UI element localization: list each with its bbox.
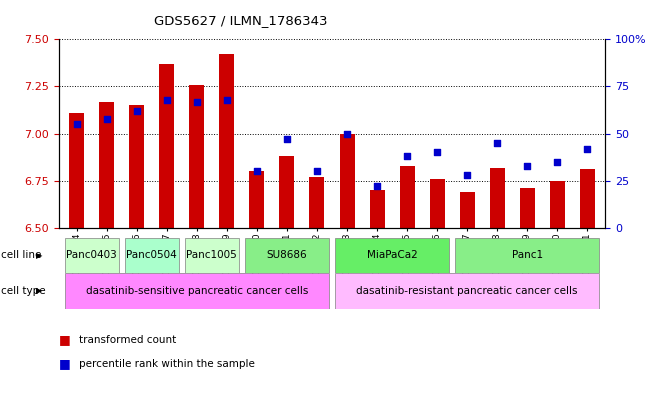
Point [402, 153, 412, 160]
Bar [460, 192, 475, 228]
Bar [64, 238, 118, 273]
Point [102, 116, 112, 122]
Bar [189, 84, 204, 228]
Point [342, 130, 352, 137]
Point [191, 98, 202, 105]
Bar [99, 101, 114, 228]
Bar [335, 273, 600, 309]
Text: ▶: ▶ [36, 286, 42, 295]
Bar [245, 238, 329, 273]
Point [582, 145, 592, 152]
Text: Panc0403: Panc0403 [66, 250, 117, 261]
Text: MiaPaCa2: MiaPaCa2 [367, 250, 417, 261]
Point [161, 97, 172, 103]
Bar [249, 171, 264, 228]
Text: Panc1: Panc1 [512, 250, 543, 261]
Text: cell line: cell line [1, 250, 42, 261]
Text: SU8686: SU8686 [267, 250, 307, 261]
Text: ■: ■ [59, 333, 70, 347]
Bar [430, 179, 445, 228]
Bar [309, 177, 324, 228]
Bar [340, 134, 355, 228]
Text: percentile rank within the sample: percentile rank within the sample [79, 358, 255, 369]
Bar [279, 156, 294, 228]
Bar [129, 105, 145, 228]
Point [522, 163, 533, 169]
Text: transformed count: transformed count [79, 335, 176, 345]
Point [72, 121, 82, 127]
Bar [400, 166, 415, 228]
Bar [185, 238, 239, 273]
Bar [335, 238, 449, 273]
Bar [455, 238, 600, 273]
Bar [159, 64, 174, 228]
Text: Panc1005: Panc1005 [186, 250, 237, 261]
Point [312, 168, 322, 174]
Point [432, 149, 443, 156]
Bar [490, 167, 505, 228]
Text: cell type: cell type [1, 286, 46, 296]
Text: ■: ■ [59, 357, 70, 370]
Point [252, 168, 262, 174]
Bar [370, 190, 385, 228]
Point [132, 108, 142, 114]
Point [221, 97, 232, 103]
Bar [580, 169, 595, 228]
Point [282, 136, 292, 142]
Point [492, 140, 503, 146]
Bar [219, 54, 234, 228]
Bar [519, 188, 535, 228]
Bar [69, 113, 84, 228]
Bar [125, 238, 179, 273]
Bar [550, 181, 565, 228]
Text: Panc0504: Panc0504 [126, 250, 177, 261]
Text: GDS5627 / ILMN_1786343: GDS5627 / ILMN_1786343 [154, 15, 327, 28]
Point [552, 159, 562, 165]
Bar [64, 273, 329, 309]
Text: ▶: ▶ [36, 251, 42, 260]
Point [462, 172, 473, 178]
Text: dasatinib-sensitive pancreatic cancer cells: dasatinib-sensitive pancreatic cancer ce… [86, 286, 308, 296]
Text: dasatinib-resistant pancreatic cancer cells: dasatinib-resistant pancreatic cancer ce… [357, 286, 578, 296]
Point [372, 183, 382, 189]
